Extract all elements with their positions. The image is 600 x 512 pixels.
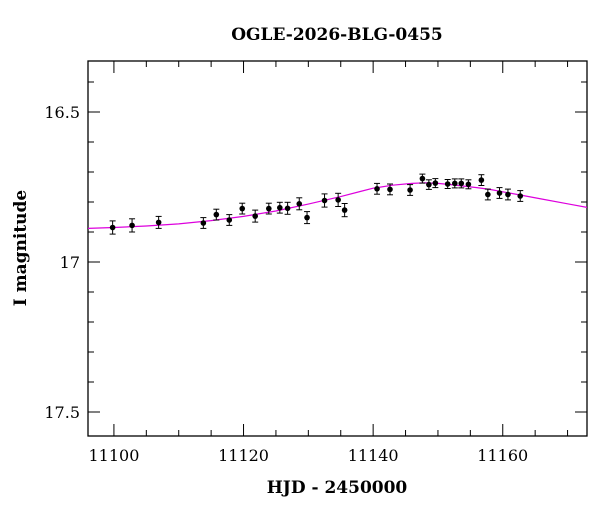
model-curve-layer <box>88 182 587 229</box>
point-marker <box>277 204 283 211</box>
data-points-layer <box>109 173 524 235</box>
y-axis-label: I magnitude <box>11 190 31 307</box>
x-tick-label: 11160 <box>477 446 528 465</box>
data-point <box>252 209 259 223</box>
point-marker <box>226 217 233 223</box>
point-marker <box>451 180 458 187</box>
data-point <box>276 201 283 214</box>
point-marker <box>200 220 207 226</box>
data-point <box>109 220 116 235</box>
data-point <box>458 178 465 189</box>
point-marker <box>252 213 258 219</box>
point-marker <box>496 190 503 196</box>
point-marker <box>478 177 485 183</box>
y-tick-label: 17 <box>60 253 80 272</box>
data-point <box>304 211 311 225</box>
point-marker <box>407 187 413 193</box>
point-marker <box>444 181 451 187</box>
point-marker <box>517 193 524 199</box>
point-marker <box>387 186 393 193</box>
x-tick-label: 11140 <box>348 446 399 465</box>
data-point <box>213 208 220 221</box>
plot-border <box>87 60 588 437</box>
point-marker <box>465 181 472 188</box>
data-point <box>374 182 381 195</box>
x-tick-label: 11100 <box>88 446 139 465</box>
data-point <box>321 193 328 208</box>
data-point <box>155 215 162 229</box>
chart-title: OGLE-2026-BLG-0455 <box>231 25 443 45</box>
data-point <box>239 202 246 215</box>
point-marker <box>155 219 162 226</box>
data-point <box>478 174 485 186</box>
point-marker <box>341 207 348 213</box>
y-tick-label: 17.5 <box>44 403 80 422</box>
data-point <box>129 218 136 233</box>
data-point <box>465 179 472 190</box>
data-point <box>444 179 451 189</box>
point-marker <box>505 191 511 198</box>
point-marker <box>335 197 341 203</box>
point-marker <box>419 175 426 182</box>
point-marker <box>374 186 380 192</box>
data-point <box>226 214 233 226</box>
point-marker <box>266 205 272 212</box>
data-point <box>284 201 291 215</box>
point-marker <box>458 180 465 187</box>
data-point <box>296 197 303 211</box>
point-marker <box>213 211 220 218</box>
point-marker <box>426 181 432 188</box>
plot-area <box>87 60 588 437</box>
point-marker <box>129 222 135 229</box>
point-marker <box>485 191 491 198</box>
data-point <box>451 178 458 189</box>
data-point <box>504 188 511 201</box>
tick-labels: 11100 11120 11140 11160 16.5 17 17.5 <box>44 103 528 465</box>
axis-ticks <box>88 61 587 436</box>
point-marker <box>321 197 328 204</box>
y-tick-label: 16.5 <box>44 103 80 122</box>
x-tick-label: 11120 <box>218 446 269 465</box>
data-point <box>200 217 207 229</box>
data-point <box>425 179 432 190</box>
point-marker <box>304 214 310 221</box>
data-point <box>484 188 491 201</box>
data-point <box>496 187 503 199</box>
data-point <box>517 190 524 202</box>
x-axis-label: HJD - 2450000 <box>267 478 408 498</box>
point-marker <box>239 205 246 212</box>
point-marker <box>109 224 116 231</box>
point-marker <box>296 201 303 207</box>
data-point <box>265 202 272 215</box>
data-point <box>386 183 393 196</box>
point-marker <box>284 205 291 212</box>
data-point <box>335 192 342 207</box>
point-marker <box>432 180 439 186</box>
model-curve <box>88 182 587 229</box>
data-point <box>419 173 426 184</box>
data-point <box>432 178 439 189</box>
data-point <box>341 203 348 218</box>
data-point <box>407 184 414 196</box>
